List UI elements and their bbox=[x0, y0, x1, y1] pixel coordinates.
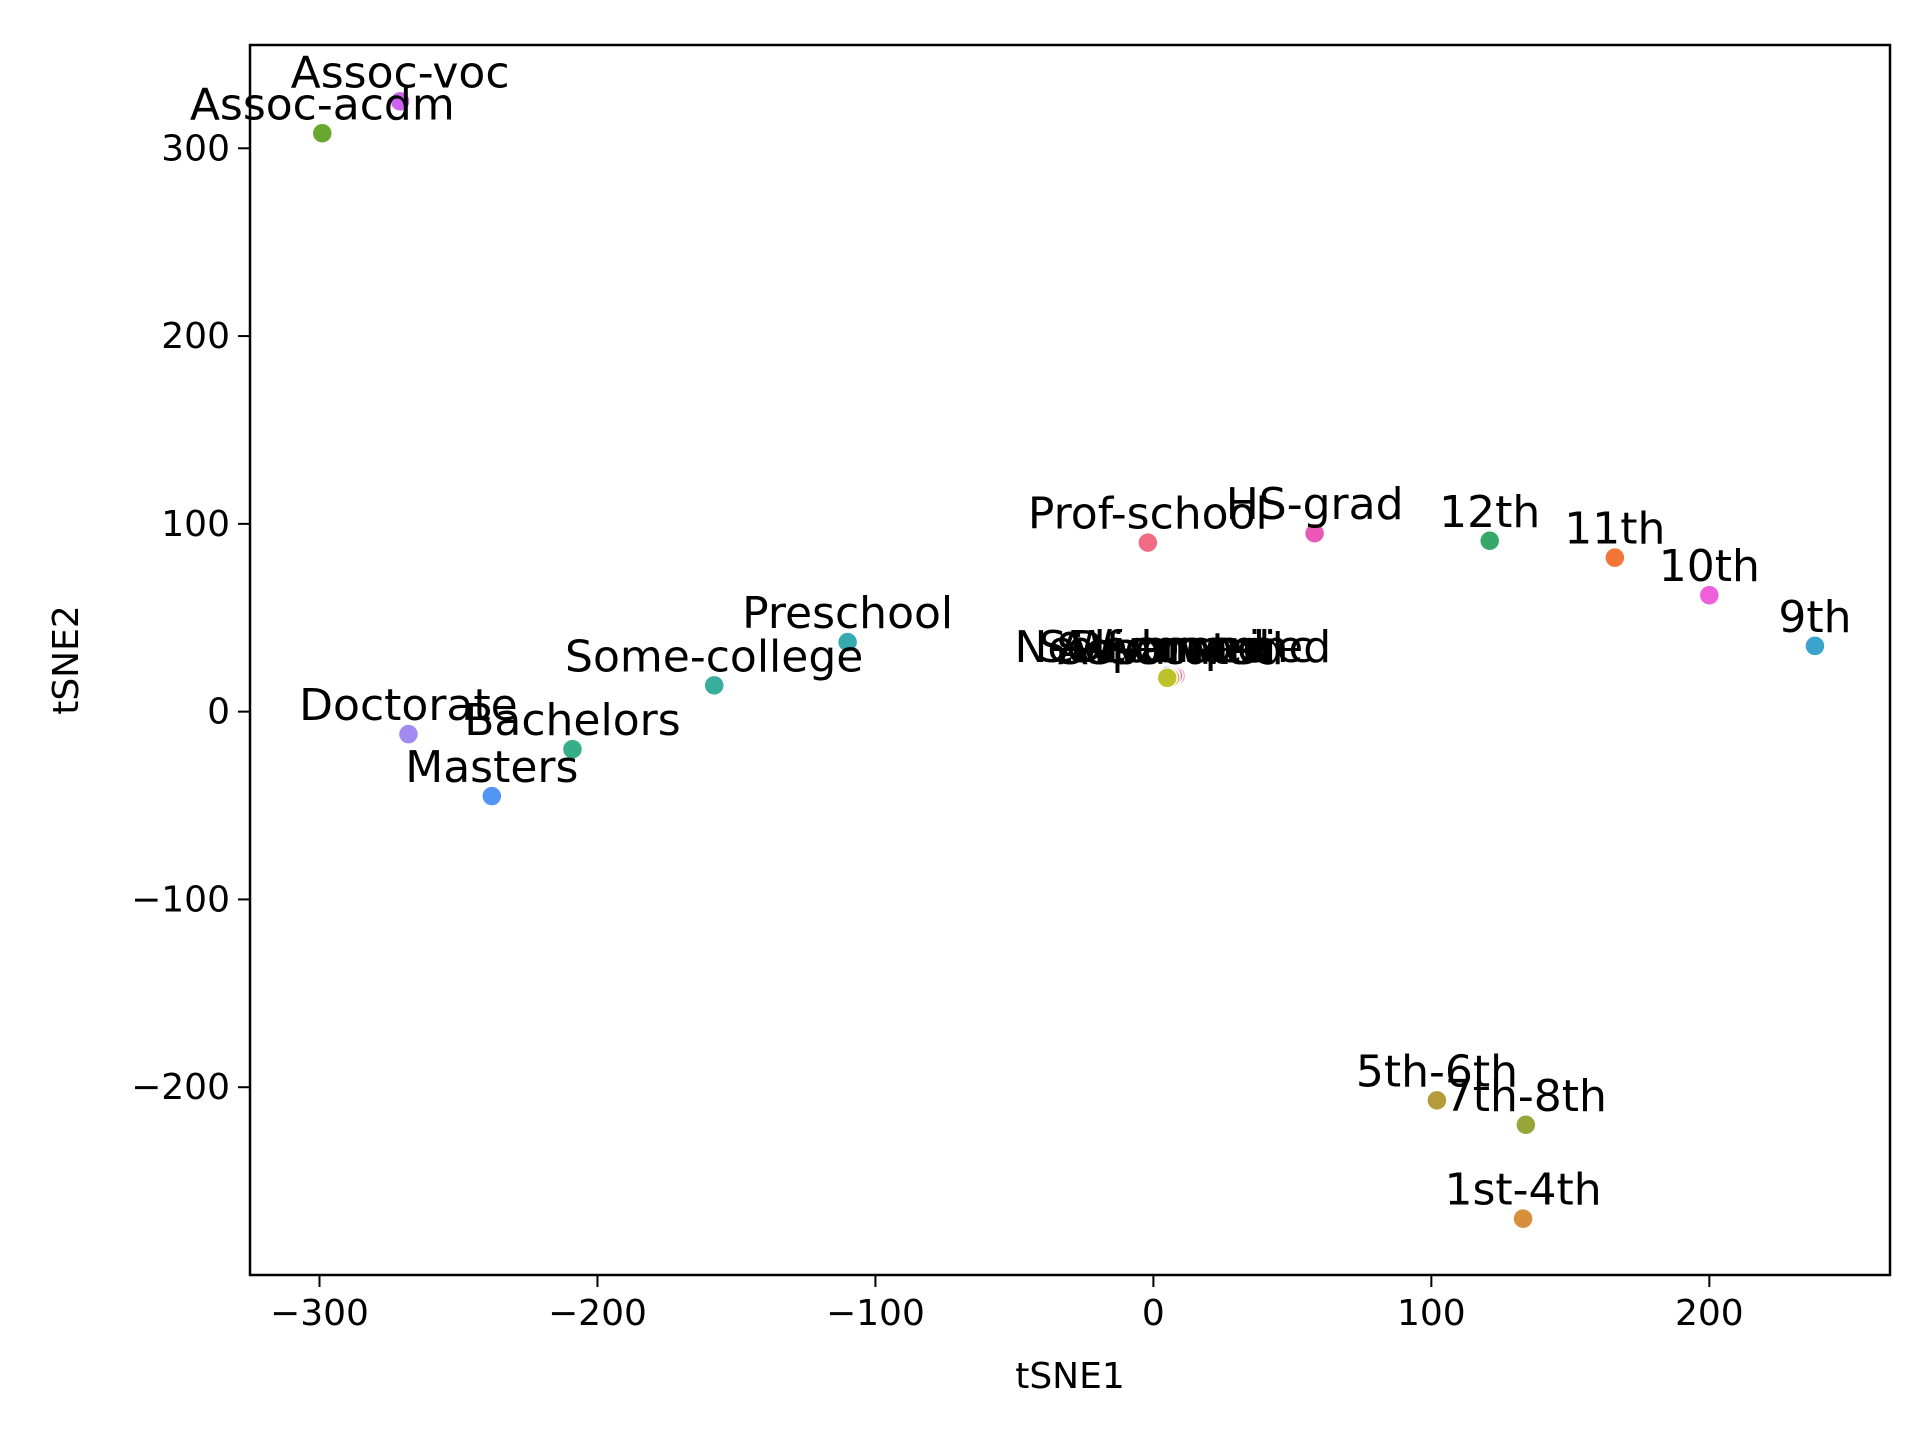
point-label: 9th bbox=[1778, 592, 1851, 643]
point-label: Prof-school bbox=[1028, 489, 1268, 540]
point-label: Widowed bbox=[1070, 622, 1271, 673]
data-point bbox=[1604, 546, 1626, 569]
y-tick-label: 0 bbox=[207, 692, 230, 733]
data-point bbox=[561, 738, 584, 760]
point-label: 1st-4th bbox=[1444, 1165, 1601, 1216]
x-axis-title: tSNE1 bbox=[1015, 1356, 1125, 1397]
data-point bbox=[1303, 522, 1326, 544]
data-point bbox=[1478, 530, 1501, 552]
data-point bbox=[836, 631, 859, 653]
point-label: 7th-8th bbox=[1445, 1071, 1607, 1122]
y-axis-title: tSNE2 bbox=[46, 605, 87, 715]
data-point bbox=[1156, 667, 1179, 689]
y-tick-label: 200 bbox=[161, 316, 230, 357]
point-label: Divorced bbox=[1070, 622, 1265, 673]
point-label: HS-grad bbox=[1226, 479, 1404, 530]
x-tick-label: −100 bbox=[826, 1293, 925, 1334]
point-label: Bachelors bbox=[464, 695, 680, 746]
y-tick-label: 100 bbox=[161, 504, 230, 545]
point-label: 5th-6th bbox=[1356, 1046, 1518, 1097]
x-tick-label: −200 bbox=[548, 1293, 647, 1334]
y-axis: −200 −100 0 100 200 300 bbox=[131, 128, 250, 1108]
y-tick-label: −100 bbox=[131, 879, 230, 920]
point-label: Masters bbox=[405, 742, 578, 793]
x-tick-label: 0 bbox=[1142, 1293, 1165, 1334]
point-label: 11th bbox=[1564, 504, 1665, 555]
point-label: Self-emp-inc bbox=[1039, 622, 1313, 673]
data-point bbox=[397, 723, 420, 745]
point-label: 10th bbox=[1659, 541, 1760, 592]
point-label: Never-married bbox=[1014, 622, 1331, 673]
point-label: 12th bbox=[1439, 487, 1540, 538]
x-tick-label: 100 bbox=[1397, 1293, 1466, 1334]
point-label: Assoc-voc bbox=[291, 47, 510, 98]
point-label: Some-college bbox=[565, 631, 863, 682]
y-tick-label: −200 bbox=[131, 1067, 230, 1108]
x-tick-label: −300 bbox=[270, 1293, 369, 1334]
plot-frame bbox=[248, 43, 1892, 1277]
point-label: Separated bbox=[1056, 624, 1283, 675]
point-label: Preschool bbox=[742, 588, 953, 639]
data-point bbox=[1515, 1114, 1537, 1136]
point-label: Assoc-voc bbox=[1058, 624, 1277, 675]
data-point bbox=[1804, 635, 1826, 657]
data-point bbox=[703, 674, 725, 697]
data-point bbox=[311, 122, 334, 145]
x-axis: −300 −200 −100 0 100 200 bbox=[270, 1275, 1744, 1334]
data-point bbox=[1512, 1207, 1534, 1230]
point-label: Assoc-acdm bbox=[190, 79, 455, 130]
data-point bbox=[1698, 584, 1721, 606]
data-point bbox=[1137, 531, 1159, 554]
data-point bbox=[389, 90, 411, 113]
data-point bbox=[481, 785, 503, 807]
data-point bbox=[1426, 1089, 1448, 1112]
y-tick-label: 300 bbox=[161, 128, 230, 169]
x-tick-label: 200 bbox=[1675, 1293, 1744, 1334]
point-label: Doctorate bbox=[299, 680, 518, 731]
points-layer bbox=[311, 90, 1826, 1230]
